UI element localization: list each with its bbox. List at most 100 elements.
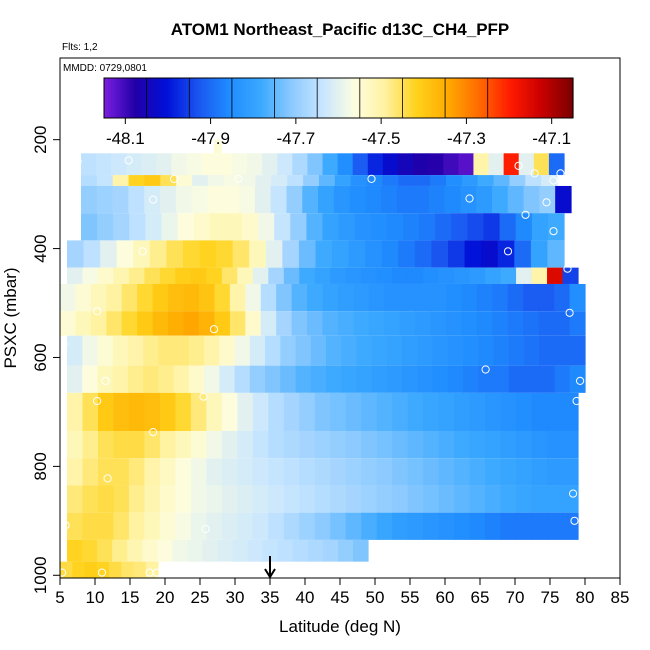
heatmap-cell [116,240,134,268]
heatmap-cell [158,365,175,393]
heatmap-cell [469,485,486,513]
heatmap-cell [234,335,251,366]
heatmap-cell [175,485,192,513]
colorbar-swatch [195,78,199,118]
heatmap-cell [109,561,122,578]
colorbar-swatch [453,78,457,118]
heatmap-cell [209,213,227,241]
heatmap-cell [190,485,207,513]
heatmap-cell [569,311,586,336]
heatmap-cell [159,430,176,459]
heatmap-cell [82,267,99,284]
heatmap-cell [221,458,238,486]
heatmap-cell [82,365,99,393]
heatmap-cell [500,458,517,486]
heatmap-cell [376,512,393,540]
heatmap-cell [398,175,415,186]
heatmap-cell [531,430,548,459]
heatmap-cell [128,175,146,186]
heatmap-cell [112,185,130,214]
heatmap-cell [547,485,564,513]
colorbar-swatch [211,78,215,118]
heatmap-cells [60,139,586,578]
heatmap-cell [443,153,459,176]
heatmap-cell [322,283,339,312]
heatmap-cell [157,539,173,562]
heatmap-cell [485,512,502,540]
x-tick-label: 50 [366,588,385,607]
observation-point [503,247,513,256]
heatmap-cell [160,185,177,214]
heatmap-cell [523,311,540,336]
heatmap-cell [386,213,404,241]
heatmap-cell [365,240,383,268]
colorbar-swatch [155,78,159,118]
heatmap-cell [469,512,486,540]
heatmap-cell [307,539,324,562]
heatmap-cell [318,185,335,214]
heatmap-cell [525,175,542,186]
heatmap-cell [337,539,354,562]
heatmap-cell [478,335,495,366]
heatmap-cell [252,458,269,486]
heatmap-cell [503,153,520,176]
heatmap-cell [290,213,307,241]
colorbar-swatch [474,78,478,118]
heatmap-cell [175,392,192,431]
heatmap-cell [423,392,440,431]
heatmap-cell [249,365,266,393]
observation-point [138,247,147,256]
colorbar-tick-label: -47.5 [362,129,401,148]
colorbar-swatch [153,78,157,118]
heatmap-cell [113,512,130,540]
heatmap-cell [476,283,493,312]
heatmap-cell [96,185,114,214]
heatmap-cell [371,335,388,366]
colorbar-swatch [261,78,265,118]
heatmap-cell [516,392,533,431]
x-tick-label: 60 [436,588,455,607]
heatmap-cell [314,485,331,513]
colorbar-swatch [183,78,187,118]
heatmap-cell [265,240,283,268]
heatmap-cell [128,185,145,214]
colorbar-swatch [247,78,250,118]
heatmap-cell [96,561,110,578]
colorbar-swatch [270,78,274,118]
heatmap-cell [168,283,185,312]
observation-point [201,524,210,534]
heatmap-cell [361,512,378,540]
x-tick-label: 70 [506,588,525,607]
colorbar-swatch [544,78,548,118]
heatmap-cell [252,430,269,459]
latitude-marker-arrow [264,556,276,579]
heatmap-cell [106,283,123,312]
heatmap-cell [258,213,275,241]
heatmap-cell [382,153,399,176]
observation-point [58,568,67,577]
x-tick-label: 45 [331,588,350,607]
heatmap-cell [67,458,84,486]
heatmap-cell [112,539,128,562]
colorbar-swatch [469,78,473,118]
heatmap-cell [111,153,127,176]
heatmap-cell [368,283,385,312]
heatmap-cell [291,311,308,336]
heatmap-cell [345,267,362,284]
heatmap-cell [265,335,281,366]
heatmap-cell [454,430,471,459]
colorbar-swatch [141,78,145,118]
heatmap-cell [144,392,161,431]
heatmap-cell [298,240,317,268]
heatmap-cell [402,335,419,366]
heatmap-cell [345,458,362,486]
heatmap-cell [190,458,207,486]
colorbar-swatch [127,78,131,118]
colorbar-swatch [197,78,201,118]
heatmap-cell [337,283,354,312]
heatmap-cell [175,267,192,284]
heatmap-cell [430,311,447,336]
heatmap-cell [322,153,339,176]
colorbar-swatch [472,78,476,118]
colorbar-swatch [326,78,330,118]
